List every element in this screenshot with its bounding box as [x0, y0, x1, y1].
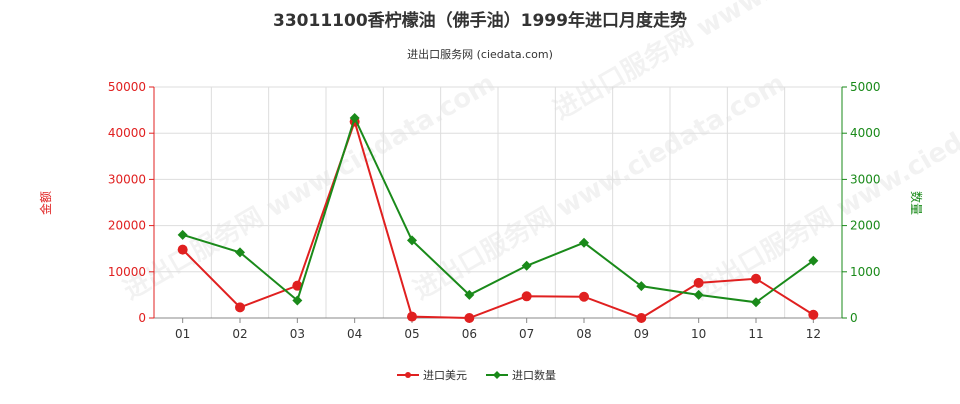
- x-tick-label: 07: [519, 327, 534, 341]
- data-point-series-2: [178, 230, 188, 240]
- y-left-tick-label: 30000: [108, 172, 146, 186]
- y-left-tick-label: 0: [138, 311, 146, 325]
- x-tick-label: 11: [748, 327, 763, 341]
- legend-swatch-marker-series-2: [493, 371, 501, 379]
- legend-swatch-marker-series-1: [405, 372, 411, 378]
- data-point-series-1: [636, 313, 646, 323]
- legend-label-series-2: 进口数量: [512, 369, 556, 382]
- x-tick-label: 02: [232, 327, 247, 341]
- y-right-tick-label: 1000: [850, 265, 881, 279]
- data-point-series-2: [522, 261, 532, 271]
- x-tick-label: 12: [806, 327, 821, 341]
- data-point-series-1: [808, 310, 818, 320]
- y-right-tick-label: 0: [850, 311, 858, 325]
- y-right-tick-label: 4000: [850, 126, 881, 140]
- y-left-tick-label: 40000: [108, 126, 146, 140]
- chart-title: 33011100香柠檬油（佛手油）1999年进口月度走势: [273, 10, 687, 31]
- legend: 进口美元 进口数量: [397, 369, 556, 382]
- data-point-series-1: [694, 278, 704, 288]
- y-left-axis-label: 金额: [38, 191, 53, 215]
- data-point-series-1: [407, 312, 417, 322]
- x-tick-label: 06: [462, 327, 477, 341]
- x-tick-label: 08: [576, 327, 591, 341]
- x-tick-label: 10: [691, 327, 706, 341]
- data-point-series-1: [464, 313, 474, 323]
- axes-layer: 0 10000 20000 30000 40000 50000 0 1000 2000 3000 4…: [108, 80, 881, 341]
- data-point-series-1: [522, 291, 532, 301]
- data-point-series-1: [235, 302, 245, 312]
- y-right-axis-label: 数量: [909, 191, 924, 215]
- x-tick-label: 04: [347, 327, 362, 341]
- y-left-tick-label: 50000: [108, 80, 146, 94]
- y-right-tick-label: 5000: [850, 80, 881, 94]
- chart-subtitle: 进出口服务网 (ciedata.com): [407, 47, 553, 61]
- x-tick-label: 03: [290, 327, 305, 341]
- data-point-series-1: [751, 274, 761, 284]
- y-left-tick-label: 10000: [108, 265, 146, 279]
- y-right-tick-label: 2000: [850, 219, 881, 233]
- data-point-series-1: [579, 292, 589, 302]
- x-tick-label: 09: [634, 327, 649, 341]
- data-point-series-1: [178, 245, 188, 255]
- x-tick-label: 05: [404, 327, 419, 341]
- y-left-tick-label: 20000: [108, 219, 146, 233]
- y-right-tick-label: 3000: [850, 172, 881, 186]
- x-tick-label: 01: [175, 327, 190, 341]
- legend-label-series-1: 进口美元: [423, 369, 467, 382]
